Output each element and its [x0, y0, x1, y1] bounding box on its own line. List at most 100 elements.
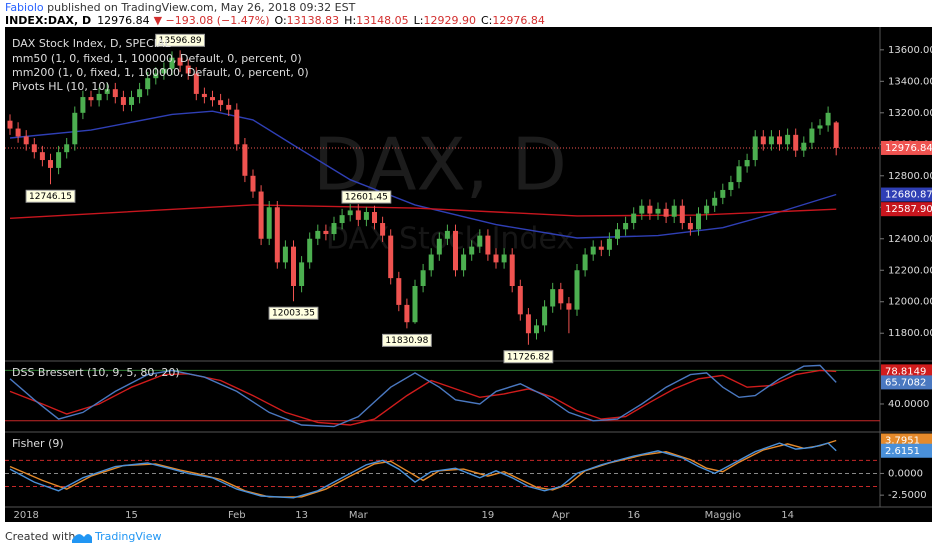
- candle-body: [712, 197, 718, 206]
- candle-body: [404, 304, 410, 323]
- candle-body: [444, 230, 450, 239]
- y-tick-label: 12800.00: [888, 171, 932, 182]
- candle-body: [56, 152, 62, 168]
- candle-body: [809, 128, 815, 143]
- candle-body: [201, 93, 207, 98]
- candle-body: [412, 286, 418, 323]
- x-tick-label: 2018: [13, 510, 38, 521]
- price-tag: 78.8149: [885, 366, 926, 377]
- candle-body: [517, 286, 523, 315]
- price-tag-bg: [881, 375, 932, 390]
- candle-body: [631, 213, 637, 224]
- footer-brand: TradingView: [94, 530, 161, 543]
- quote-value: 12929.90: [424, 14, 477, 27]
- indicator-legend: Pivots HL (10, 10): [12, 80, 110, 93]
- candle-body: [752, 136, 758, 161]
- price-tag: 12680.87: [885, 190, 932, 201]
- y-tick-label: 40.0000: [888, 399, 929, 410]
- candle-body: [534, 325, 539, 334]
- pivot-label-bg: [155, 33, 205, 47]
- indicator-line: [9, 442, 837, 499]
- candle-body: [161, 68, 167, 74]
- candle-body: [355, 210, 361, 220]
- pivot-label: 11830.98: [385, 336, 428, 346]
- x-tick-label: 15: [125, 510, 138, 521]
- header-line: Fabiolo published on TradingView.com, Ma…: [5, 1, 356, 14]
- pivot-label: 11726.82: [507, 352, 550, 362]
- chart-title: DAX Stock Index, D, SPECIAL: [12, 37, 172, 50]
- quote-label: L:: [414, 14, 424, 27]
- candle-body: [469, 246, 475, 255]
- pivot-label: 12746.15: [29, 192, 72, 202]
- candle-body: [760, 136, 766, 145]
- candle-body: [647, 205, 653, 214]
- candle-body: [606, 238, 612, 250]
- candle-body: [104, 89, 110, 94]
- candle-body: [453, 230, 458, 271]
- candle-body: [598, 246, 604, 250]
- candle-body: [282, 246, 288, 263]
- y-tick-label: 12200.00: [888, 265, 932, 276]
- x-tick-label: 16: [627, 510, 640, 521]
- candle-body: [542, 306, 548, 326]
- candle-body: [112, 89, 118, 98]
- price-tag: 3.7951: [885, 436, 920, 447]
- price-tag: 2.6151: [885, 446, 920, 457]
- pivot-label: 12601.45: [345, 193, 388, 203]
- candle-body: [785, 134, 791, 145]
- indicator-line: [9, 369, 837, 426]
- price-tag: 65.7082: [885, 377, 926, 388]
- candle-body: [145, 78, 151, 90]
- panel-title: Fisher (9): [12, 437, 64, 450]
- candle-body: [663, 208, 669, 217]
- quote-line: INDEX:DAX, D 12976.84 ▼ −193.08 (−1.47%) O:…: [5, 14, 545, 27]
- candle-body: [477, 235, 483, 247]
- x-tick-label: 14: [781, 510, 794, 521]
- watermark: DAX Stock Index: [326, 222, 574, 257]
- candle-body: [153, 73, 159, 79]
- candle-body: [817, 125, 823, 129]
- candle-body: [574, 270, 580, 310]
- candle-body: [218, 100, 224, 105]
- candle-body: [7, 120, 13, 129]
- candle-body: [315, 230, 321, 239]
- x-tick-label: Mar: [349, 510, 369, 521]
- candle-body: [372, 212, 377, 224]
- pivot-label-bg: [268, 306, 319, 320]
- quote-value: 13148.05: [356, 14, 409, 27]
- candle-body: [704, 205, 710, 214]
- x-tick-label: Apr: [552, 510, 570, 521]
- symbol: INDEX:DAX, D: [5, 14, 91, 27]
- pivot-label-bg: [341, 190, 392, 204]
- pivot-label-bg: [503, 350, 554, 364]
- candle-body: [428, 254, 434, 271]
- candle-body: [88, 97, 94, 101]
- candle-body: [291, 246, 296, 286]
- candle-body: [582, 254, 588, 271]
- candle-body: [509, 254, 515, 286]
- pivot-label-bg: [382, 333, 432, 347]
- candle-body: [485, 235, 491, 255]
- candle-body: [299, 262, 305, 286]
- footer-logo: [72, 534, 92, 543]
- change: ▼ −193.08 (−1.47%): [154, 14, 270, 27]
- candle-body: [436, 238, 442, 255]
- y-tick-label: 13200.00: [888, 108, 932, 119]
- pivot-label-bg: [25, 189, 76, 203]
- panel-title: DSS Bressert (10, 9, 5, 80, 20): [12, 366, 180, 379]
- candle-body: [363, 212, 369, 220]
- price-tag-bg: [881, 187, 932, 202]
- x-tick-label: Maggio: [705, 510, 741, 521]
- candle-body: [258, 191, 264, 239]
- price-tag: 12587.90: [885, 204, 932, 215]
- candle-body: [323, 230, 329, 235]
- quote-label: H:: [344, 14, 356, 27]
- candle-body: [461, 254, 467, 271]
- candle-body: [720, 189, 726, 198]
- x-tick-label: 19: [482, 510, 495, 521]
- candle-body: [137, 89, 143, 98]
- pivot-label: 13596.89: [159, 36, 202, 46]
- chart-background: [5, 27, 932, 522]
- candle-body: [696, 213, 701, 230]
- candle-body: [768, 136, 774, 145]
